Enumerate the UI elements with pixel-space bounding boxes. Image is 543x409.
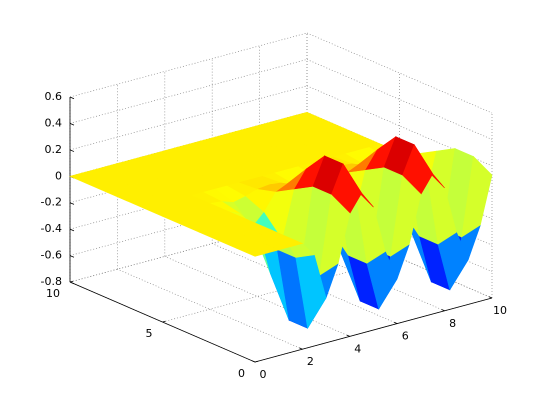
x-axis <box>254 297 493 363</box>
z-tick-label: 0.6 <box>45 90 63 103</box>
z-tick-label: 0.4 <box>45 116 63 129</box>
grid-line <box>306 85 493 167</box>
z-tick-label: 0 <box>55 169 62 182</box>
x-tick-label: 2 <box>307 355 314 368</box>
z-tick-label: -0.6 <box>41 249 62 262</box>
y-tick <box>254 360 259 363</box>
z-tick <box>69 281 75 285</box>
z-tick-label: -0.8 <box>41 275 62 288</box>
grid-line <box>306 32 493 114</box>
x-tick <box>488 296 493 299</box>
grid-line <box>69 32 308 98</box>
grid-line <box>212 243 398 324</box>
z-tick <box>69 255 75 258</box>
z-tick <box>69 228 75 232</box>
z-tick <box>69 96 75 100</box>
x-tick <box>251 360 256 363</box>
grid-line <box>259 230 445 312</box>
grid-line <box>117 268 303 350</box>
x-tick-label: 10 <box>493 304 507 317</box>
z-tick <box>69 202 75 205</box>
z-tick <box>69 123 75 126</box>
y-tick-label: 5 <box>146 327 153 340</box>
grid-line <box>69 59 308 124</box>
grid-line <box>306 59 493 140</box>
y-tick-label: 0 <box>238 367 245 380</box>
surface-patch <box>235 244 268 257</box>
grid-line <box>164 256 350 337</box>
z-tick-label: 0.2 <box>45 143 63 156</box>
grid-line <box>306 217 493 299</box>
grid-line <box>69 85 308 151</box>
z-tick <box>69 149 75 152</box>
y-tick <box>162 320 166 323</box>
x-tick <box>394 321 398 324</box>
y-tick-label: 10 <box>46 287 60 300</box>
x-tick <box>299 347 303 350</box>
x-tick-label: 8 <box>449 317 456 330</box>
x-tick-label: 6 <box>402 330 409 343</box>
z-tick-label: -0.2 <box>41 196 62 209</box>
z-tick-label: -0.4 <box>41 222 62 235</box>
x-tick <box>441 309 445 312</box>
x-tick <box>346 334 350 337</box>
x-tick-label: 4 <box>354 342 361 355</box>
x-tick-label: 0 <box>260 368 267 381</box>
